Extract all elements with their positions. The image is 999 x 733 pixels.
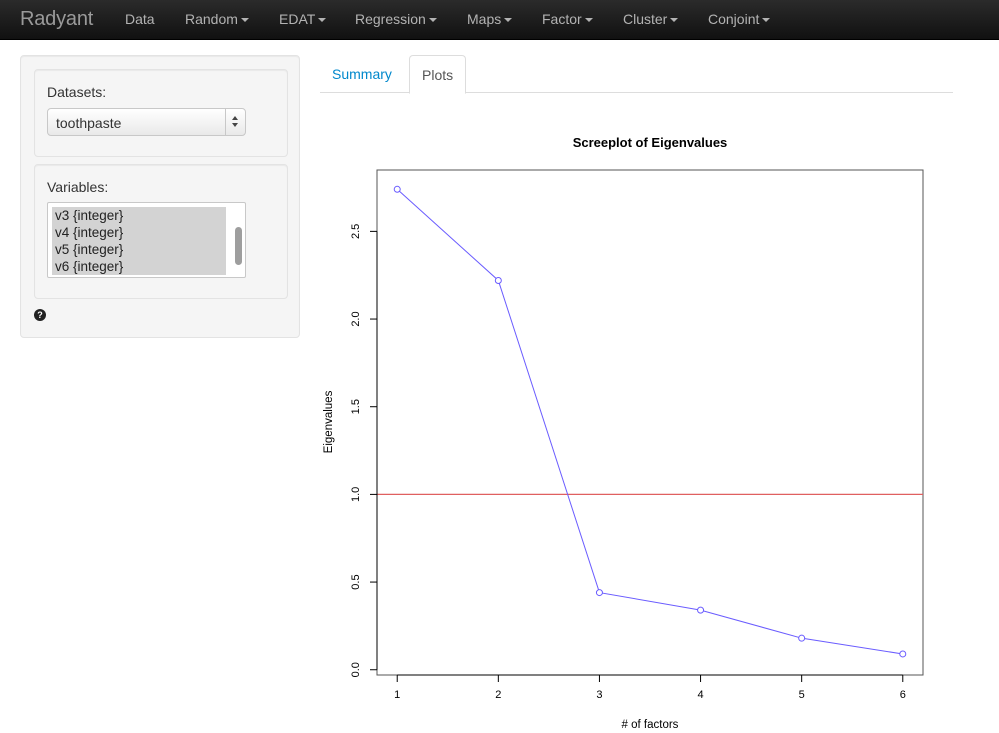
caret-down-icon [240,18,249,23]
x-tick-label: 2 [495,689,501,701]
caret-down-icon [584,18,593,23]
caret-down-icon [670,18,679,23]
nav-label: Maps [467,11,502,27]
nav-item-conjoint[interactable]: Conjoint [708,11,771,27]
caret-down-icon [504,18,513,23]
nav-label: Cluster [623,11,668,27]
x-tick-label: 1 [394,689,400,701]
list-item[interactable]: v4 {integer} [52,224,226,241]
nav-item-factor[interactable]: Factor [542,11,593,27]
data-point [494,276,502,284]
brand-logo[interactable]: Radyant [20,8,94,30]
y-tick-label: 0.0 [350,662,362,677]
y-tick-label: 1.0 [350,487,362,502]
tab-bar: Summary Plots [320,55,953,94]
y-axis-label: Eigenvalues [323,390,335,453]
nav-label: Random [185,11,238,27]
nav-item-cluster[interactable]: Cluster [623,11,679,27]
data-point [899,650,907,658]
datasets-select[interactable]: toothpaste [47,108,246,136]
datasets-selected-value: toothpaste [56,115,122,131]
caret-down-icon [318,18,327,23]
sidebar-panel: Datasets: toothpaste Variables: v3 {inte… [20,55,300,338]
nav-item-data[interactable]: Data [125,11,155,27]
nav-label: EDAT [279,11,316,27]
tab-summary[interactable]: Summary [332,66,392,82]
caret-down-icon [762,18,771,23]
nav-item-maps[interactable]: Maps [467,11,513,27]
variables-label: Variables: [47,179,109,195]
datasets-label: Datasets: [47,84,107,100]
plot-frame [376,169,924,676]
x-tick-label: 6 [900,689,906,701]
y-tick-label: 1.5 [350,399,362,414]
caret-down-icon [428,18,437,23]
y-axis: 0.0 0.5 1.0 1.5 2.0 2.5 [350,224,378,677]
question-circle-icon[interactable]: ? [34,309,46,321]
variables-well: Variables: v3 {integer} v4 {integer} v5 … [34,164,288,299]
variables-listbox[interactable]: v3 {integer} v4 {integer} v5 {integer} v… [47,202,246,278]
list-item[interactable]: v3 {integer} [52,207,226,224]
series-line [396,188,903,655]
datasets-well: Datasets: toothpaste [34,69,288,157]
nav-item-random[interactable]: Random [185,11,249,27]
data-point [393,185,401,193]
select-arrows-icon [225,109,245,135]
screeplot-chart: Screeplot of Eigenvalues 1 2 3 4 5 6 0.0 0.5 1.… [323,135,924,731]
y-tick-label: 2.5 [350,224,362,239]
list-item[interactable]: v5 {integer} [52,241,226,258]
y-tick-label: 0.5 [350,574,362,589]
x-axis-label: # of factors [622,719,679,731]
series-group [393,185,907,658]
nav-label: Regression [355,11,426,27]
x-tick-label: 5 [799,689,805,701]
listbox-scrollbar[interactable] [235,207,242,273]
scrollbar-thumb[interactable] [235,227,242,265]
list-item[interactable]: v6 {integer} [52,258,226,275]
data-point [697,606,705,614]
nav-label: Conjoint [708,11,760,27]
x-tick-label: 3 [596,689,602,701]
tab-plots[interactable]: Plots [409,55,467,94]
nav-label: Factor [542,11,582,27]
data-point [798,634,806,642]
chart-title: Screeplot of Eigenvalues [573,135,728,150]
nav-item-regression[interactable]: Regression [355,11,437,27]
data-point [595,589,603,597]
x-tick-label: 4 [697,689,703,701]
navbar: Radyant Data Random EDAT Regression Maps… [0,0,999,40]
nav-item-edat[interactable]: EDAT [279,11,327,27]
nav-label: Data [125,11,155,27]
y-tick-label: 2.0 [350,311,362,326]
x-axis: 1 2 3 4 5 6 [394,674,906,701]
